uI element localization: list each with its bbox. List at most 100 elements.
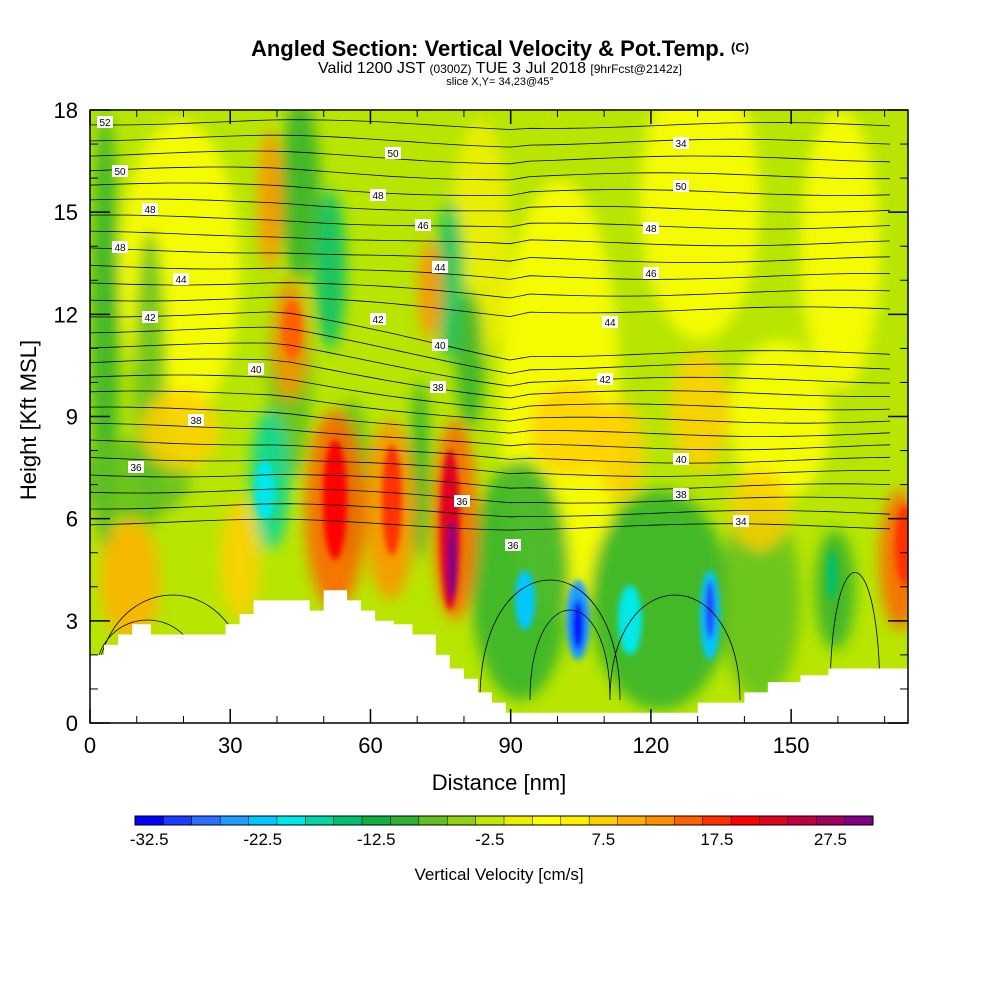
y-tick-label: 9 <box>66 405 78 430</box>
contour-label-box <box>97 116 113 128</box>
plot-area: 52 50 48 48 44 42 40 38 36 50 48 46 44 42 40 38 36 34 50 48… <box>90 110 908 723</box>
colorbar-tick-label: -12.5 <box>357 830 396 849</box>
contour-label-box <box>370 189 386 201</box>
contour-label: 38 <box>190 416 202 427</box>
contour-label: 44 <box>604 318 616 329</box>
contour-label: 48 <box>144 205 156 216</box>
colorbar-label: Vertical Velocity [cm/s] <box>414 865 583 884</box>
colorbar-swatch <box>560 816 590 825</box>
velocity-field <box>90 110 908 710</box>
contour-labels: 52 50 48 48 44 42 40 38 36 50 48 46 44 42 40 38 36 34 50 48… <box>97 116 749 552</box>
colorbar-swatch <box>390 816 420 825</box>
colorbar-swatch <box>220 816 250 825</box>
colorbar-swatch <box>816 816 846 825</box>
contour-label: 46 <box>645 269 657 280</box>
colorbar-swatch <box>191 816 221 825</box>
x-axis: 0 30 60 90 120 150 <box>84 110 886 758</box>
colorbar-swatch <box>674 816 704 825</box>
colorbar-swatch <box>731 816 760 825</box>
colorbar-swatch <box>844 816 874 825</box>
colorbar-swatch <box>305 816 335 825</box>
contour-label-box <box>430 381 446 393</box>
chart-title: Angled Section: Vertical Velocity & Pot.… <box>250 36 750 61</box>
contour-label-box <box>142 203 158 215</box>
x-tick-label: 60 <box>358 733 382 758</box>
contour-label-box <box>142 311 158 323</box>
y-axis-label: Height [Kft MSL] <box>16 340 41 500</box>
colorbar-swatch <box>532 816 562 825</box>
y-tick-label: 3 <box>66 609 78 634</box>
contour-label-box <box>643 222 659 234</box>
colorbar-swatch <box>333 816 363 825</box>
chart-slice-label: slice X,Y= 34,23@45° <box>446 76 554 88</box>
colorbar-tick-label: 17.5 <box>700 830 733 849</box>
colorbar-tick-label: 7.5 <box>592 830 616 849</box>
colorbar-swatch <box>589 816 619 825</box>
colorbar-swatch <box>135 816 164 825</box>
colorbar-swatch <box>787 816 817 825</box>
contour-label: 52 <box>99 118 111 129</box>
colorbar-swatch <box>702 816 732 825</box>
colorbar-swatch <box>645 816 675 825</box>
contour-label-box <box>673 453 689 465</box>
contour-label-box <box>505 539 521 551</box>
contour-label-box <box>173 273 189 285</box>
contour-label-box <box>370 313 386 325</box>
colorbar-swatch <box>276 816 306 825</box>
contour-label-box <box>432 261 448 273</box>
contour-label: 48 <box>645 224 657 235</box>
contour-label: 48 <box>372 191 384 202</box>
contour-label: 44 <box>175 275 187 286</box>
x-tick-label: 90 <box>498 733 522 758</box>
colorbar-swatch <box>163 816 193 825</box>
colorbar-swatch <box>504 816 533 825</box>
colorbar-swatch <box>447 816 477 825</box>
contour-label: 34 <box>735 517 747 528</box>
terrain-mask <box>90 590 908 723</box>
contour-label: 46 <box>417 221 429 232</box>
colorbar-swatch <box>418 816 448 825</box>
contour-label-box <box>673 137 689 149</box>
x-tick-label: 150 <box>773 733 810 758</box>
contour-label-box <box>112 165 128 177</box>
y-tick-label: 12 <box>54 302 78 327</box>
x-axis-label: Distance [nm] <box>432 770 567 795</box>
contour-label: 48 <box>114 243 126 254</box>
colorbar-tick-label: -2.5 <box>475 830 504 849</box>
contour-label-box <box>454 495 470 507</box>
contour-label-box <box>602 316 618 328</box>
contour-label-box <box>733 515 749 527</box>
contour-label: 38 <box>432 383 444 394</box>
contour-label: 34 <box>675 139 687 150</box>
contour-label-box <box>188 414 204 426</box>
y-tick-label: 0 <box>66 711 78 736</box>
y-tick-label: 15 <box>54 200 78 225</box>
contour-label: 50 <box>387 149 399 160</box>
colorbar-swatch <box>248 816 278 825</box>
contour-label-box <box>112 241 128 253</box>
contour-label: 40 <box>434 341 446 352</box>
contour-label-box <box>673 488 689 500</box>
colorbar-tick-label: -22.5 <box>243 830 282 849</box>
colorbar-swatch <box>475 816 505 825</box>
contour-label: 42 <box>599 375 611 386</box>
contour-label-box <box>597 373 613 385</box>
contour-label: 36 <box>130 463 142 474</box>
contour-label: 42 <box>372 315 384 326</box>
contour-label-box <box>643 267 659 279</box>
x-tick-label: 120 <box>633 733 670 758</box>
colorbar-tick-label: 27.5 <box>814 830 847 849</box>
contour-label: 40 <box>250 365 262 376</box>
colorbar-tick-label: -32.5 <box>130 830 169 849</box>
chart-subtitle: Valid 1200 JST (0300Z) TUE 3 Jul 2018 [9… <box>318 60 682 77</box>
colorbar-swatch <box>362 816 391 825</box>
y-tick-label: 18 <box>54 98 78 123</box>
x-tick-label: 0 <box>84 733 96 758</box>
contour-label-box <box>128 461 144 473</box>
contour-label-box <box>385 147 401 159</box>
contour-label-box <box>248 363 264 375</box>
contour-label-box <box>673 180 689 192</box>
y-tick-label: 6 <box>66 507 78 532</box>
